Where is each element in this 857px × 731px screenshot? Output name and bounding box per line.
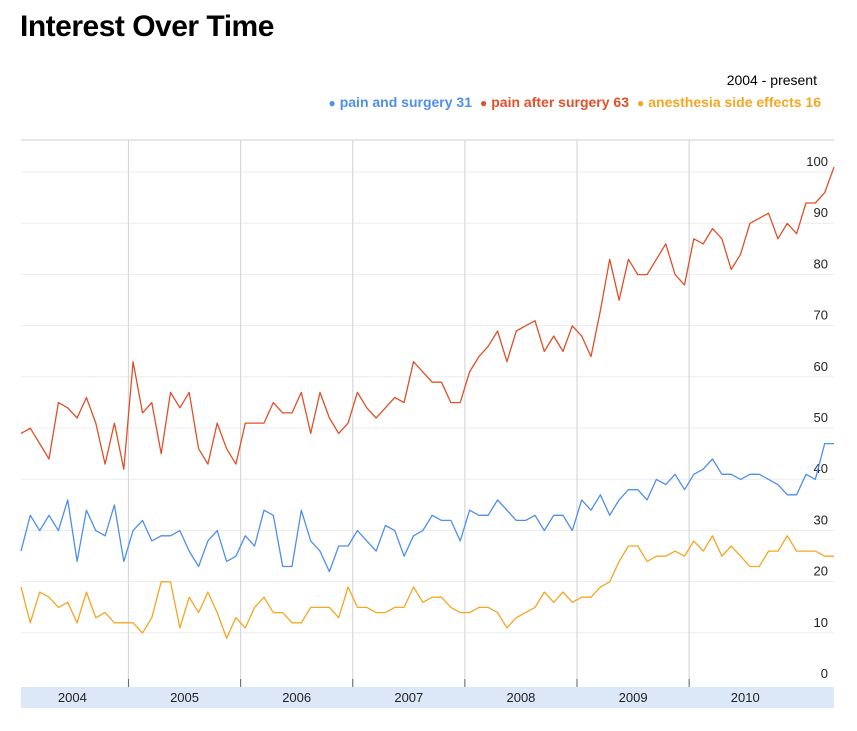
y-tick-label: 30 [814, 512, 828, 527]
chart-legend: ● pain and surgery 31 ● pain after surgery … [320, 94, 821, 110]
y-tick-label: 10 [814, 615, 828, 630]
x-tick-label: 2010 [731, 690, 760, 705]
legend-value: 63 [609, 94, 629, 110]
series-line-1 [20, 442, 834, 573]
legend-value: 31 [452, 94, 472, 110]
legend-dot-icon: ● [480, 96, 488, 110]
x-tick-label: 2009 [619, 690, 648, 705]
y-tick-label: 0 [821, 666, 828, 681]
legend-value: 16 [801, 94, 821, 110]
page-title: Interest Over Time [20, 10, 274, 43]
x-tick-label: 2008 [506, 690, 535, 705]
legend-item[interactable]: ● pain and surgery 31 [328, 94, 472, 110]
legend-label: anesthesia side effects [648, 94, 802, 110]
y-tick-label: 90 [814, 205, 828, 220]
y-tick-label: 100 [806, 154, 828, 169]
x-tick-label: 2004 [58, 690, 87, 705]
legend-item[interactable]: ● pain after surgery 63 [480, 94, 629, 110]
x-tick-label: 2007 [394, 690, 423, 705]
y-tick-label: 20 [814, 564, 828, 579]
y-tick-label: 70 [814, 308, 828, 323]
series-line-2 [20, 166, 835, 470]
y-tick-label: 50 [814, 410, 828, 425]
legend-dot-icon: ● [636, 96, 645, 110]
y-tick-label: 80 [814, 256, 828, 271]
time-axis-band [21, 687, 834, 708]
x-tick-label: 2005 [170, 690, 199, 705]
legend-label: pain after surgery [491, 94, 610, 110]
y-tick-label: 40 [814, 461, 828, 476]
date-range-label: 2004 - present [726, 72, 817, 88]
legend-item[interactable]: ● anesthesia side effects 16 [637, 94, 821, 110]
series-line-3 [20, 535, 834, 639]
legend-label: pain and surgery [339, 94, 453, 110]
x-tick-label: 2006 [282, 690, 311, 705]
y-tick-label: 60 [814, 359, 828, 374]
legend-dot-icon: ● [328, 96, 336, 110]
